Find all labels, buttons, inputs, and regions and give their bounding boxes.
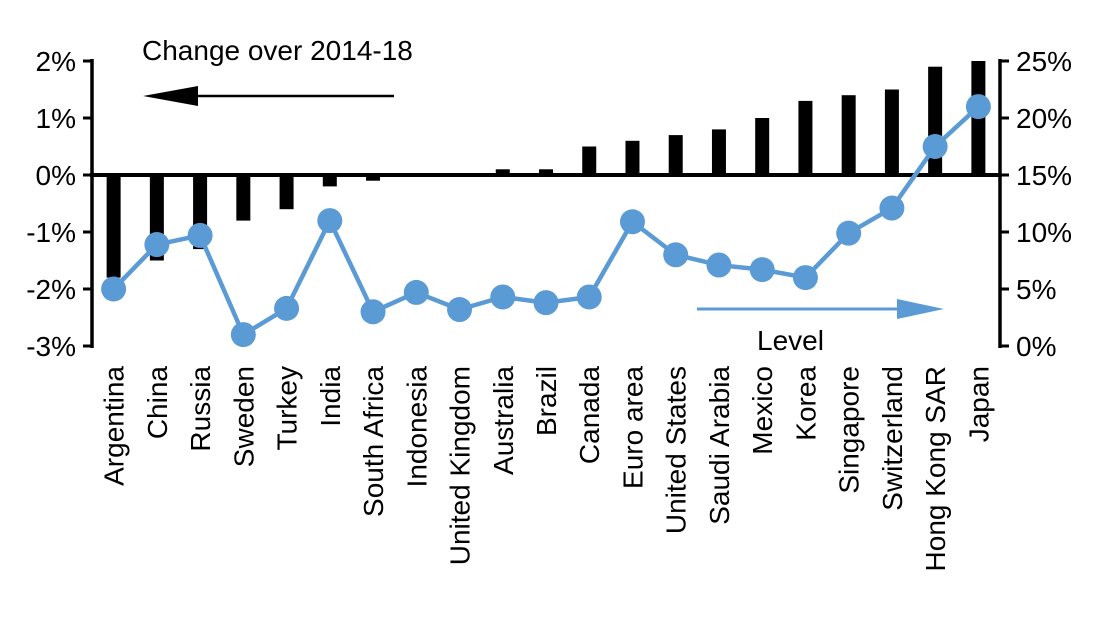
level-marker-russia (187, 222, 213, 248)
bar-india (322, 175, 337, 187)
bar-singapore (841, 95, 856, 175)
bar-canada (582, 146, 597, 175)
x-axis-label: Sweden (228, 366, 259, 467)
level-marker-hong-kong-sar (922, 134, 948, 159)
x-axis-label: Turkey (272, 366, 303, 451)
x-axis-label: Australia (488, 366, 519, 475)
right-axis-tick-label: 10% (1016, 217, 1072, 248)
level-marker-canada (576, 284, 602, 310)
left-axis-tick-label: -3% (26, 331, 76, 362)
x-axis-label: United States (661, 366, 692, 534)
x-axis-label: Canada (574, 366, 605, 465)
level-marker-indonesia (403, 279, 429, 305)
x-axis-label: Indonesia (401, 366, 432, 488)
bar-switzerland (884, 89, 899, 175)
level-marker-australia (490, 284, 516, 310)
level-marker-united-states (663, 242, 689, 268)
x-axis-label: South Africa (358, 366, 389, 517)
level-marker-south-africa (360, 299, 386, 325)
level-marker-switzerland (879, 195, 905, 221)
level-marker-singapore (836, 220, 862, 246)
x-axis-label: Brazil (531, 366, 562, 436)
plot-layer: 2% 1% 0% -1% -2% -3% 25% 20% 15% 10% 5% 0% Argentina… (26, 46, 1072, 571)
left-axis-tick-label: -1% (26, 217, 76, 248)
x-axis-label: Mexico (747, 366, 778, 455)
level-marker-argentina (101, 276, 127, 302)
x-axis-label: Switzerland (877, 366, 908, 511)
x-axis-label: India (315, 366, 346, 427)
left-axis-tick-label: -2% (26, 274, 76, 305)
bar-australia (495, 169, 510, 175)
level-marker-sweden (230, 322, 256, 348)
bar-argentina (106, 175, 121, 278)
level-marker-turkey (274, 295, 300, 321)
bar-sweden (236, 175, 251, 221)
bar-mexico (755, 118, 770, 175)
x-axis-label: Euro area (617, 366, 648, 489)
x-axis-label: Hong Kong SAR (920, 366, 951, 571)
level-marker-mexico (749, 257, 775, 283)
bar-euro-area (625, 140, 640, 175)
bar-united-states (668, 135, 683, 175)
x-axis-label: Korea (790, 366, 821, 441)
level-marker-united-kingdom (447, 297, 473, 323)
x-axis-label: United Kingdom (445, 366, 476, 565)
level-right-arrow-icon (697, 299, 944, 319)
right-axis-tick-label: 15% (1016, 160, 1072, 191)
level-marker-china (144, 232, 170, 258)
bar-turkey (279, 175, 294, 210)
bar-saudi-arabia (711, 129, 726, 175)
x-axis-label: Russia (185, 366, 216, 452)
left-axis-tick-label: 0% (36, 160, 76, 191)
left-axis-tick-label: 1% (36, 103, 76, 134)
x-axis-label: Argentina (99, 366, 130, 486)
level-marker-brazil (533, 290, 559, 316)
x-axis-label: Saudi Arabia (704, 366, 735, 525)
change-title: Change over 2014-18 (142, 35, 413, 66)
right-axis-tick-label: 5% (1016, 274, 1056, 305)
change-left-arrow-icon (143, 86, 394, 106)
x-axis-label: Japan (963, 366, 994, 442)
right-axis-tick-label: 0% (1016, 331, 1056, 362)
bar-south-africa (366, 175, 381, 181)
level-label: Level (757, 325, 824, 356)
left-axis-tick-label: 2% (36, 46, 76, 77)
right-axis-tick-label: 20% (1016, 103, 1072, 134)
level-marker-india (317, 208, 343, 234)
level-marker-euro-area (619, 209, 645, 235)
level-marker-japan (965, 94, 991, 120)
x-axis-label: China (142, 366, 173, 440)
level-marker-korea (792, 265, 818, 291)
bar-korea (798, 100, 813, 175)
bar-brazil (539, 169, 553, 175)
x-axis-label: Singapore (834, 366, 865, 494)
level-marker-saudi-arabia (706, 252, 732, 278)
right-axis-tick-label: 25% (1016, 46, 1072, 77)
